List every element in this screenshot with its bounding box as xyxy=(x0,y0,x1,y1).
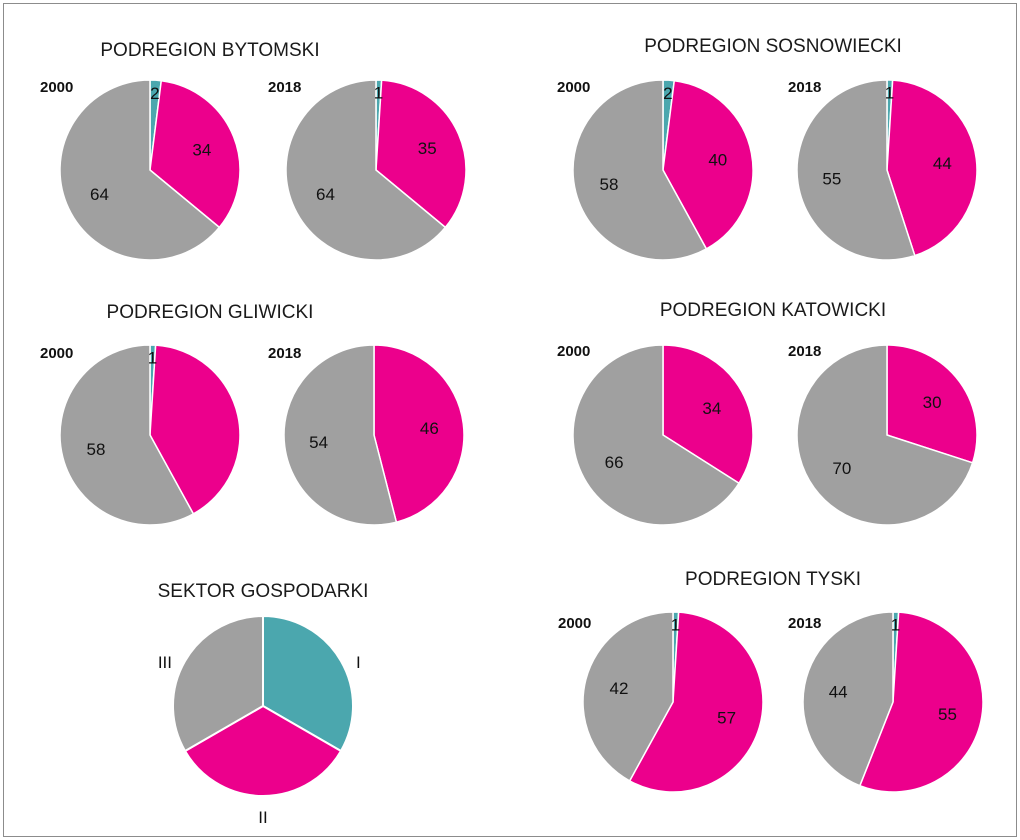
year-label: 2018 xyxy=(268,345,301,362)
pie-slice-sector-ii xyxy=(373,344,465,524)
pie-chart-2000: 34 66 2000 xyxy=(557,343,754,526)
pie-slice-sector-iii xyxy=(796,344,974,526)
panel-title: PODREGION BYTOMSKI xyxy=(100,40,319,61)
pie-slice-sector-ii xyxy=(375,79,467,229)
value-label-sector-ii: 35 xyxy=(418,139,437,158)
pie-slice-sector-iii xyxy=(283,344,398,526)
value-label-sector-iii: 58 xyxy=(86,440,105,459)
year-label: 2000 xyxy=(40,345,73,362)
pie-slice-sector-iii xyxy=(59,79,221,261)
pie-chart-2018: 46 54 2018 xyxy=(268,344,465,526)
value-label-sector-iii: 64 xyxy=(316,185,335,204)
pie-chart-2000: 1 57 42 2000 xyxy=(558,611,764,793)
value-label-sector-ii: 55 xyxy=(938,705,957,724)
panel-title: PODREGION SOSNOWIECKI xyxy=(644,36,902,57)
pie-slice-sector-iii xyxy=(796,79,916,261)
pie-slice-sector-ii xyxy=(628,611,764,793)
value-label-sector-i: 1 xyxy=(374,84,383,103)
legend-label-sector-iii: III xyxy=(158,653,172,672)
panel-title: PODREGION GLIWICKI xyxy=(107,302,314,323)
value-label-sector-iii: 55 xyxy=(822,170,841,189)
value-label-sector-ii: 57 xyxy=(717,709,736,728)
pie-slice-sector-iii xyxy=(802,611,894,787)
pie-slice-sector-ii xyxy=(886,344,978,464)
value-label-sector-ii: 34 xyxy=(702,399,721,418)
value-label-sector-i: 1 xyxy=(891,616,900,635)
value-label-sector-iii: 58 xyxy=(599,175,618,194)
pie-slice-sector-iii xyxy=(582,611,674,782)
year-label: 2018 xyxy=(268,79,301,96)
value-label-sector-iii: 54 xyxy=(309,433,328,452)
pie-chart-2000: 2 34 64 2000 xyxy=(40,79,241,261)
figure-frame xyxy=(3,3,1017,837)
year-label: 2000 xyxy=(558,615,591,632)
value-label-sector-iii: 42 xyxy=(609,679,628,698)
legend-slice-sector-iii xyxy=(172,614,264,753)
value-label-sector-ii: 44 xyxy=(933,154,952,173)
value-label-sector-i: 1 xyxy=(148,349,157,368)
legend-label-sector-ii: II xyxy=(258,808,267,827)
region-panel: PODREGION KATOWICKI 34 66 2000 30 70 2018 xyxy=(557,300,978,526)
pie-slice-sector-ii xyxy=(858,611,984,793)
region-panel: PODREGION GLIWICKI 1 58 2000 46 54 2018 xyxy=(40,302,465,526)
value-label-sector-ii: 34 xyxy=(192,140,211,159)
pie-slice-sector-iii xyxy=(572,79,708,261)
year-label: 2000 xyxy=(557,343,590,360)
region-panel: PODREGION BYTOMSKI 2 34 64 2000 1 35 64 2018 xyxy=(40,40,467,261)
pie-slice-sector-ii xyxy=(149,344,241,515)
legend-title: SEKTOR GOSPODARKI xyxy=(158,581,369,602)
value-label-sector-iii: 70 xyxy=(832,459,851,478)
year-label: 2018 xyxy=(788,79,821,96)
pie-chart-2018: 1 55 44 2018 xyxy=(788,611,984,793)
legend-label-sector-i: I xyxy=(356,653,361,672)
value-label-sector-i: 1 xyxy=(885,84,894,103)
value-label-sector-iii: 64 xyxy=(90,185,109,204)
value-label-sector-iii: 66 xyxy=(605,453,624,472)
year-label: 2000 xyxy=(557,79,590,96)
value-label-sector-i: 2 xyxy=(663,84,672,103)
legend-slice-sector-i xyxy=(262,614,354,753)
value-label-sector-i: 1 xyxy=(671,616,680,635)
legend-slice-sector-ii xyxy=(183,704,343,797)
value-label-sector-iii: 44 xyxy=(829,683,848,702)
pie-slice-sector-iii xyxy=(572,344,741,526)
pie-slice-sector-ii xyxy=(886,79,978,257)
pie-chart-2000: 2 40 58 2000 xyxy=(557,79,754,261)
value-label-sector-ii: 40 xyxy=(708,151,727,170)
pie-chart-2018: 1 35 64 2018 xyxy=(268,79,467,261)
year-label: 2018 xyxy=(788,343,821,360)
panel-title: PODREGION KATOWICKI xyxy=(660,300,886,321)
panel-title: PODREGION TYSKI xyxy=(685,569,861,590)
value-label-sector-ii: 30 xyxy=(923,393,942,412)
year-label: 2000 xyxy=(40,79,73,96)
pie-slice-sector-iii xyxy=(59,344,195,526)
pie-slice-sector-iii xyxy=(285,79,447,261)
pie-chart-2018: 30 70 2018 xyxy=(788,343,978,526)
pie-chart-2018: 1 44 55 2018 xyxy=(788,79,978,261)
pie-slice-sector-ii xyxy=(662,79,754,250)
year-label: 2018 xyxy=(788,615,821,632)
value-label-sector-ii: 46 xyxy=(420,419,439,438)
pie-slice-sector-ii xyxy=(149,79,241,229)
value-label-sector-i: 2 xyxy=(150,84,159,103)
region-panel: PODREGION TYSKI 1 57 42 2000 1 55 44 2018 xyxy=(558,569,984,793)
region-panel: PODREGION SOSNOWIECKI 2 40 58 2000 1 44 55 2018 xyxy=(557,36,978,261)
pie-chart-2000: 1 58 2000 xyxy=(40,344,241,526)
